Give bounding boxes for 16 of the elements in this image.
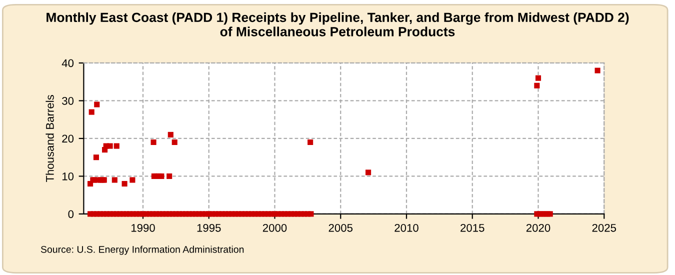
x-tick-label: 1990 <box>131 224 155 232</box>
y-tick-label: 0 <box>68 210 74 218</box>
y-axis-title: Thousand Barrels <box>46 95 54 182</box>
y-tick-label: 40 <box>62 59 74 68</box>
source-note: Source: U.S. Energy Information Administration <box>40 246 244 255</box>
x-tick-label: 1995 <box>197 224 221 232</box>
x-tick-label: 2020 <box>526 224 550 232</box>
y-tick-label: 10 <box>62 172 74 180</box>
y-tick-label: 30 <box>62 96 74 105</box>
x-tick-label: 2010 <box>394 224 418 232</box>
x-tick-label: 2015 <box>460 224 484 232</box>
x-tick-label: 2005 <box>328 224 353 232</box>
x-tick-label: 2025 <box>592 224 616 232</box>
chart-title: Monthly East Coast (PADD 1) Receipts by Pipeline, Tanker, and Barge from Midwest (PADD 2) of Miscellaneous Petroleum Products <box>46 12 629 36</box>
x-tick-label: 2000 <box>262 224 287 232</box>
y-tick-label: 20 <box>62 134 74 143</box>
